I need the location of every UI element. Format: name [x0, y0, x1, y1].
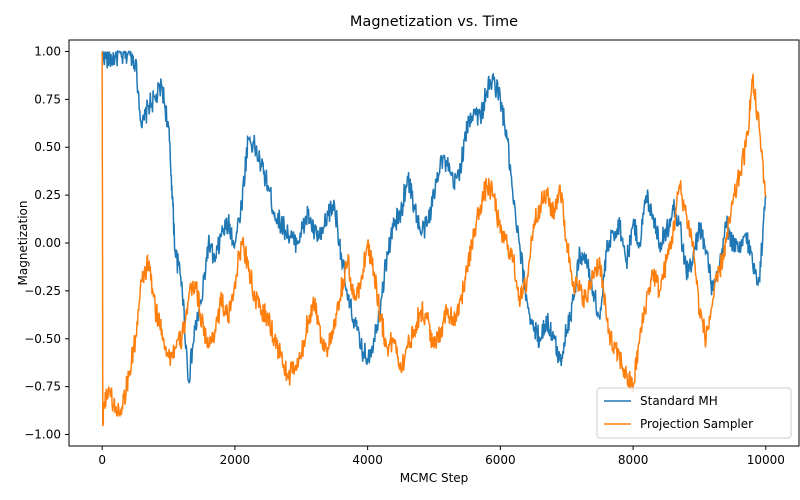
- x-tick-label: 8000: [618, 453, 649, 467]
- y-tick-label: 1.00: [34, 44, 61, 58]
- legend: Standard MH Projection Sampler: [596, 387, 792, 439]
- x-tick-label: 4000: [352, 453, 383, 467]
- y-tick-label: −0.50: [24, 332, 61, 346]
- y-tick-label: 0.25: [34, 188, 61, 202]
- y-axis: −1.00 −0.75 −0.50 −0.25 0.00 0.25 0.50 0.75 1.00: [24, 44, 69, 442]
- y-tick-label: 0.75: [34, 92, 61, 106]
- x-axis: 0 2000 4000 6000 8000 10000: [98, 446, 785, 467]
- legend-box: [596, 387, 792, 439]
- y-tick-label: −1.00: [24, 428, 61, 442]
- x-axis-label: MCMC Step: [400, 471, 469, 485]
- series-line-standard-mh: [102, 49, 767, 384]
- plot-frame: [68, 39, 800, 447]
- y-tick-label: 0.00: [34, 236, 61, 250]
- x-tick-label: 0: [98, 453, 106, 467]
- chart-title: Magnetization vs. Time: [350, 14, 518, 30]
- series-line-projection-sampler: [101, 51, 767, 427]
- y-tick-label: 0.50: [34, 140, 61, 154]
- x-tick-label: 6000: [485, 453, 516, 467]
- x-tick-label: 10000: [747, 453, 785, 467]
- x-tick-label: 2000: [220, 453, 251, 467]
- y-axis-label: Magnetization: [16, 201, 30, 286]
- series-layer: [101, 49, 767, 427]
- y-tick-label: −0.75: [24, 380, 61, 394]
- y-tick-label: −0.25: [24, 284, 61, 298]
- legend-label-standard-mh: Standard MH: [640, 394, 718, 408]
- legend-label-projection-sampler: Projection Sampler: [640, 417, 753, 431]
